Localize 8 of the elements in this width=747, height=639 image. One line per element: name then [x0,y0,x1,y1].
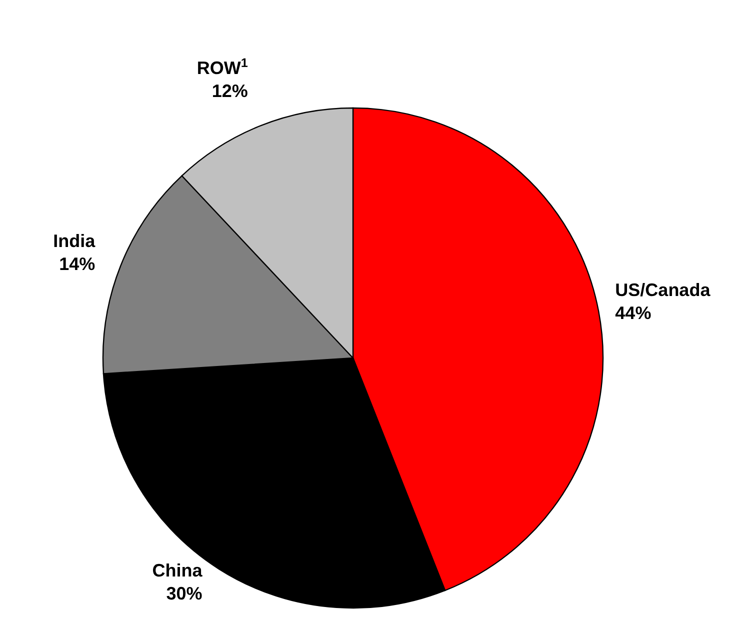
data-label: 44% [615,303,652,324]
data-label: 30% [166,584,202,604]
slice-label: US/Canada [615,280,712,300]
data-label: 12% [212,81,248,102]
slice-label: ROW$^{1}$ [196,56,248,78]
data-label: 14% [59,254,96,274]
slice-label: China [152,560,204,581]
slice-label: India [53,230,96,251]
